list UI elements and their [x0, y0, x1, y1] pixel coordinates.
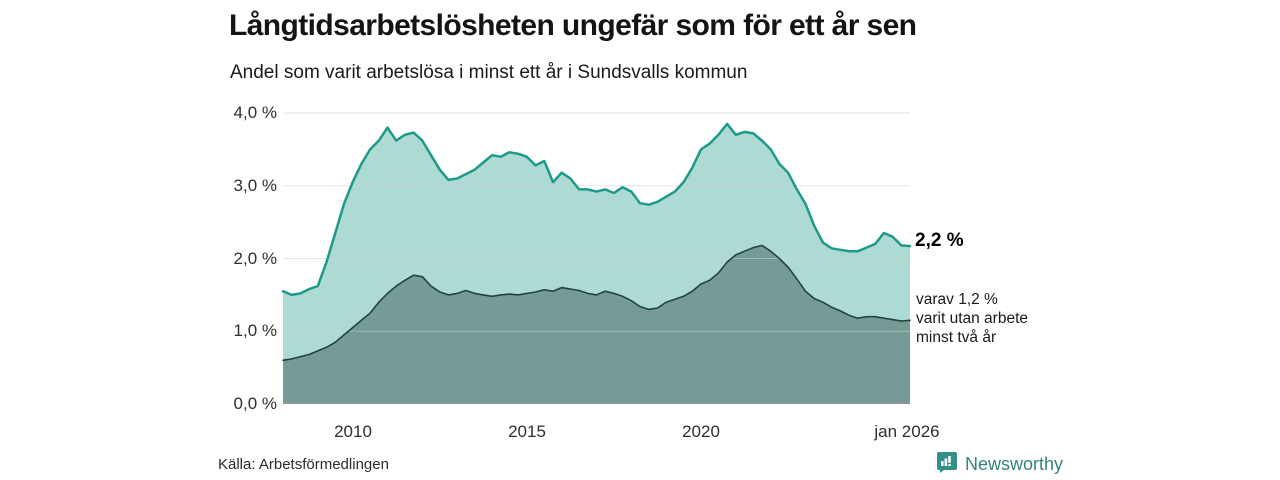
y-tick-label-1: 1,0 % — [233, 321, 277, 341]
page-subtitle: Andel som varit arbetslösa i minst ett å… — [230, 62, 748, 83]
source-note: Källa: Arbetsförmedlingen — [218, 456, 389, 473]
chart-plot-area — [281, 112, 912, 405]
x-tick-label-2015: 2015 — [508, 422, 546, 441]
y-tick-label-2: 2,0 % — [233, 248, 277, 268]
x-tick-label-2020: 2020 — [682, 422, 720, 441]
x-tick-label-jan2026: jan 2026 — [874, 422, 940, 441]
y-tick-label-3: 3,0 % — [233, 175, 277, 195]
plot-svg — [281, 112, 912, 405]
annotation-line-2: varit utan arbete — [916, 310, 1029, 327]
y-tick-label-0: 0,0 % — [233, 394, 277, 413]
annotation-line-3: minst två år — [916, 329, 997, 346]
end-value-label: 2,2 % — [915, 230, 964, 251]
page-title: Långtidsarbetslösheten ungefär som för e… — [229, 9, 917, 42]
bar-chart-badge-icon — [936, 451, 958, 478]
brand-name: Newsworthy — [965, 454, 1064, 474]
annotation-line-1: varav 1,2 % — [916, 291, 998, 308]
y-tick-label-4: 4,0 % — [233, 103, 277, 122]
series-annotation: varav 1,2 % varit utan arbete minst två … — [916, 290, 1028, 347]
x-tick-label-2010: 2010 — [334, 422, 372, 441]
newsworthy-logo: Newsworthy — [936, 451, 1063, 478]
